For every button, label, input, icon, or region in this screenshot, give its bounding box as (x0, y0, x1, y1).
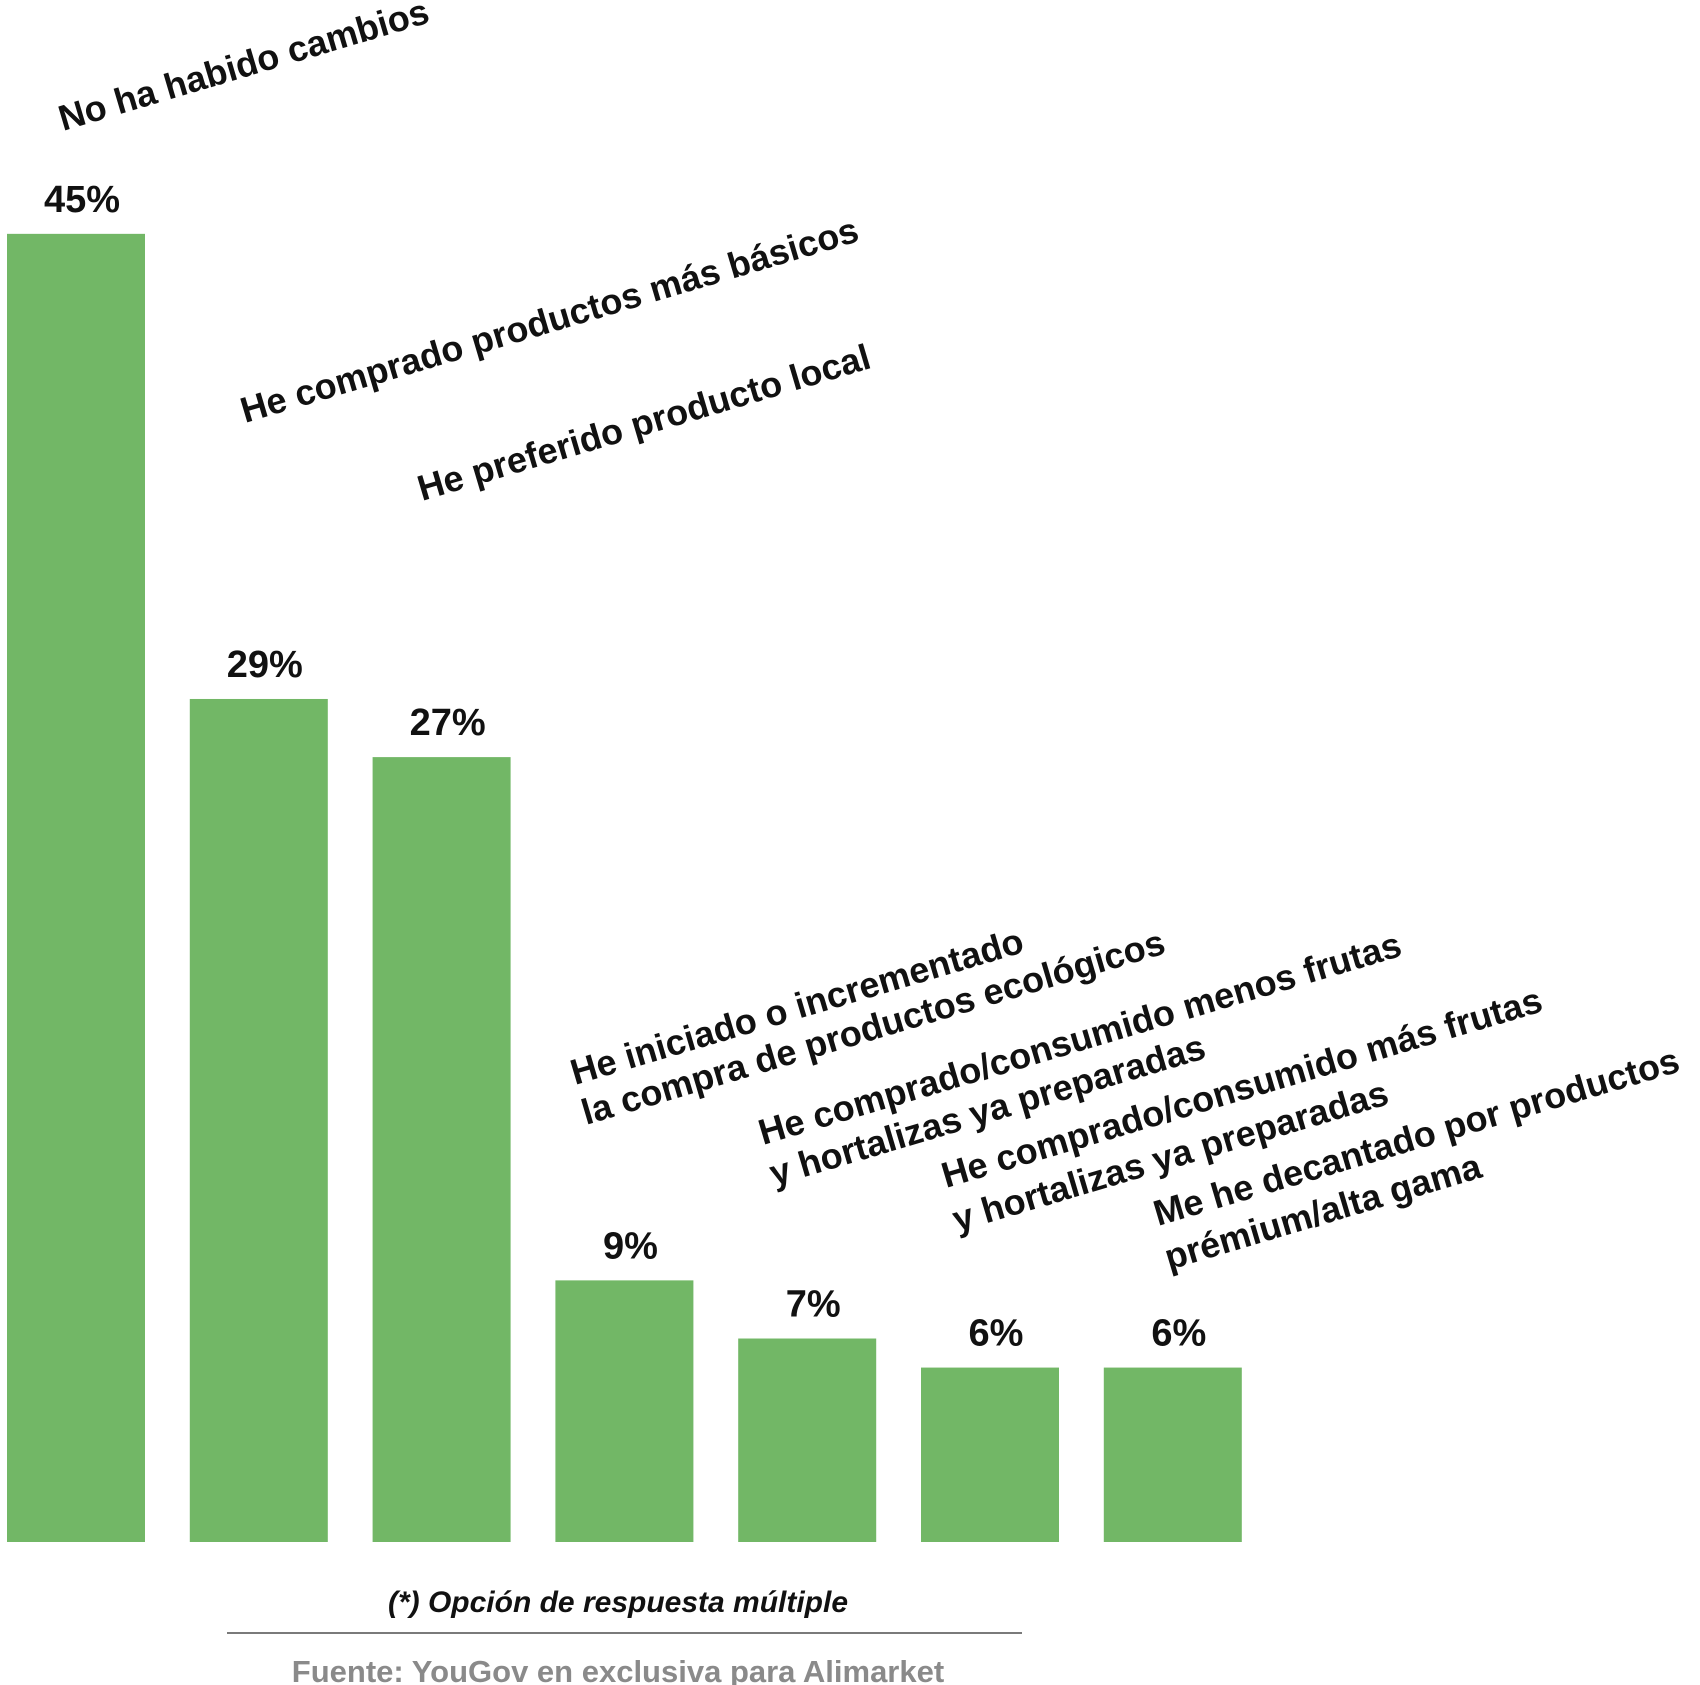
bar-5 (738, 1338, 877, 1542)
bar-7 (1103, 1367, 1242, 1542)
bar-2 (189, 698, 328, 1542)
bar-6 (921, 1367, 1059, 1542)
bar-4 (555, 1280, 694, 1542)
source-text: Fuente: YouGov en exclusiva para Alimark… (292, 1654, 944, 1685)
footnote: (*) Opción de respuesta múltiple (388, 1586, 848, 1619)
value-label-5: 7% (786, 1284, 841, 1326)
bar-1 (7, 233, 145, 1543)
value-label-4: 9% (603, 1225, 658, 1267)
value-label-7: 6% (1151, 1313, 1206, 1355)
value-label-2: 29% (227, 644, 303, 686)
value-labels-group: 45% 29% 27% 9% 7% 6% 6% (44, 179, 1206, 1355)
value-label-1: 45% (44, 179, 120, 221)
category-label-3: He preferido producto local (413, 336, 875, 509)
bars-group (7, 233, 1242, 1543)
value-label-3: 27% (410, 702, 486, 744)
bar-3 (372, 757, 511, 1542)
category-label-1: No ha habido cambios (54, 0, 434, 139)
value-label-6: 6% (969, 1313, 1024, 1355)
